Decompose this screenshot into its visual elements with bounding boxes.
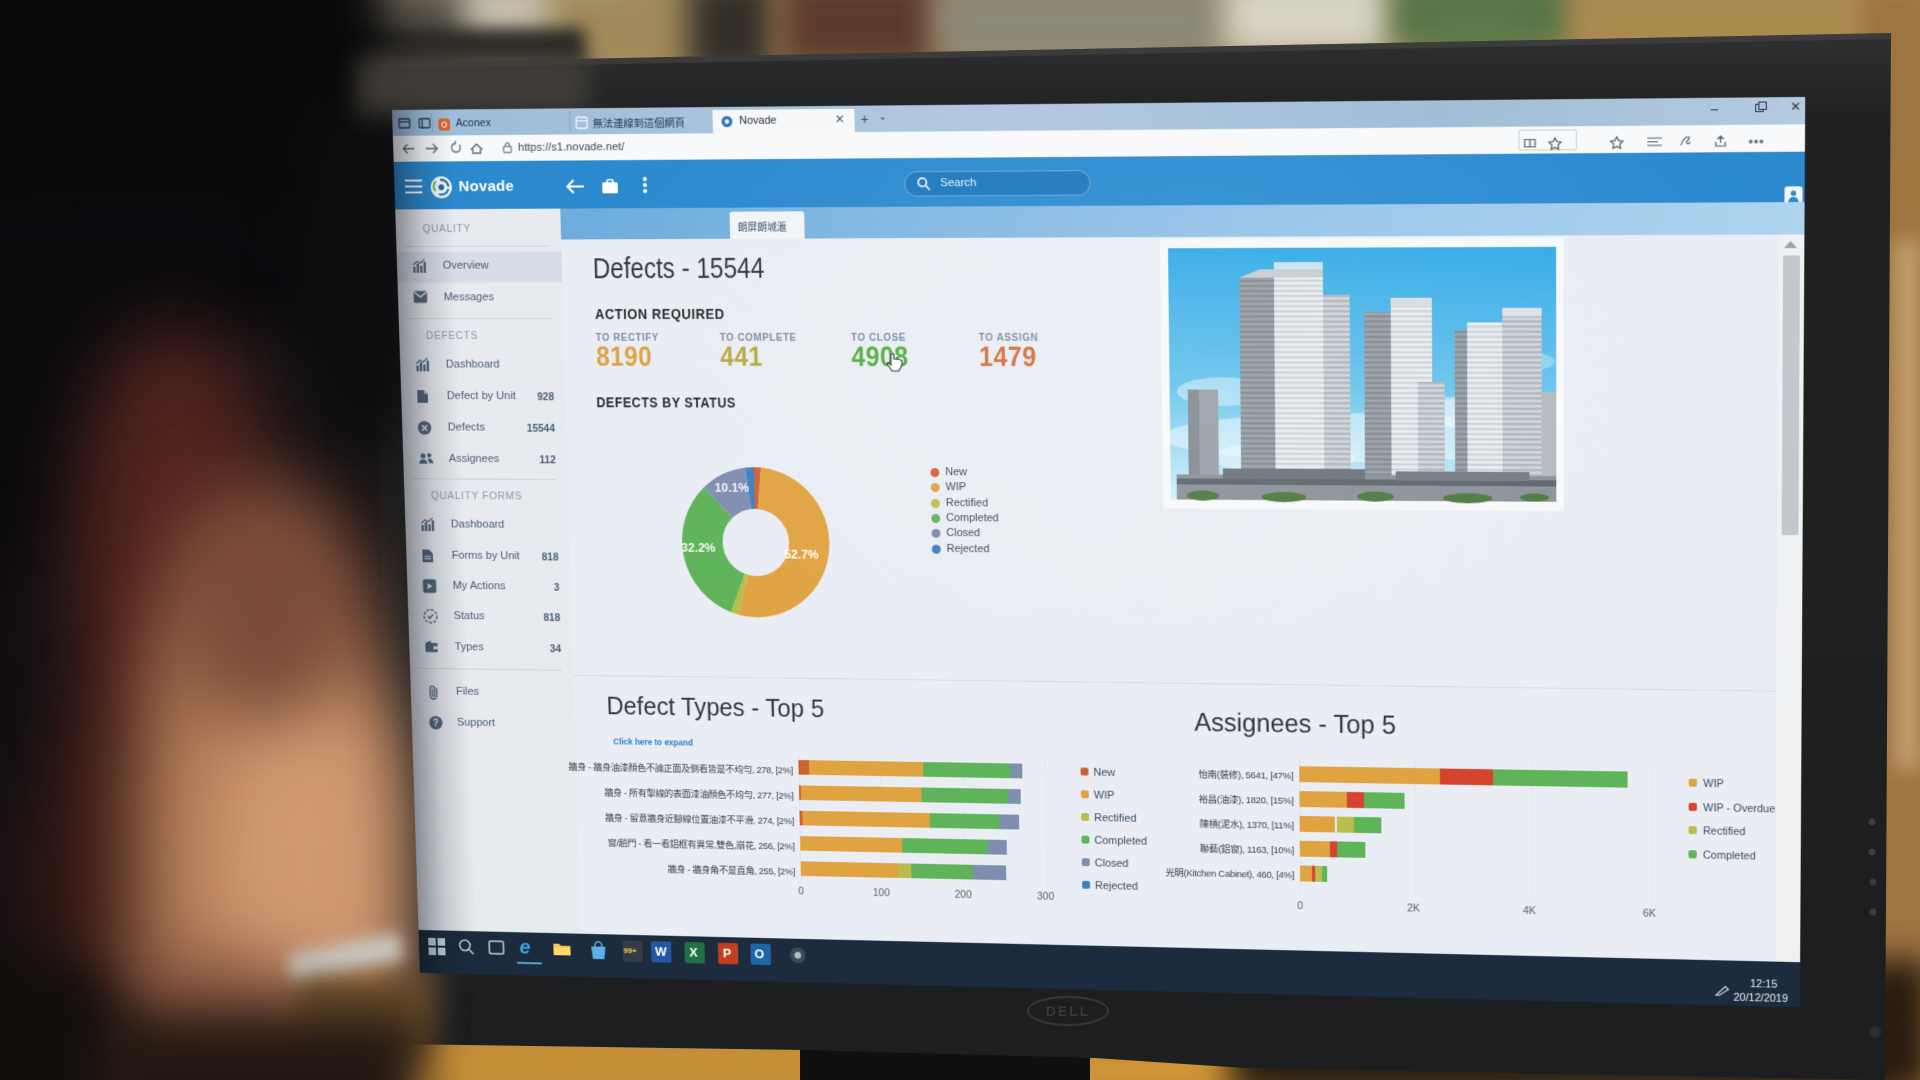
svg-text:DELL: DELL xyxy=(1046,1003,1091,1019)
svg-text:?: ? xyxy=(433,718,439,729)
